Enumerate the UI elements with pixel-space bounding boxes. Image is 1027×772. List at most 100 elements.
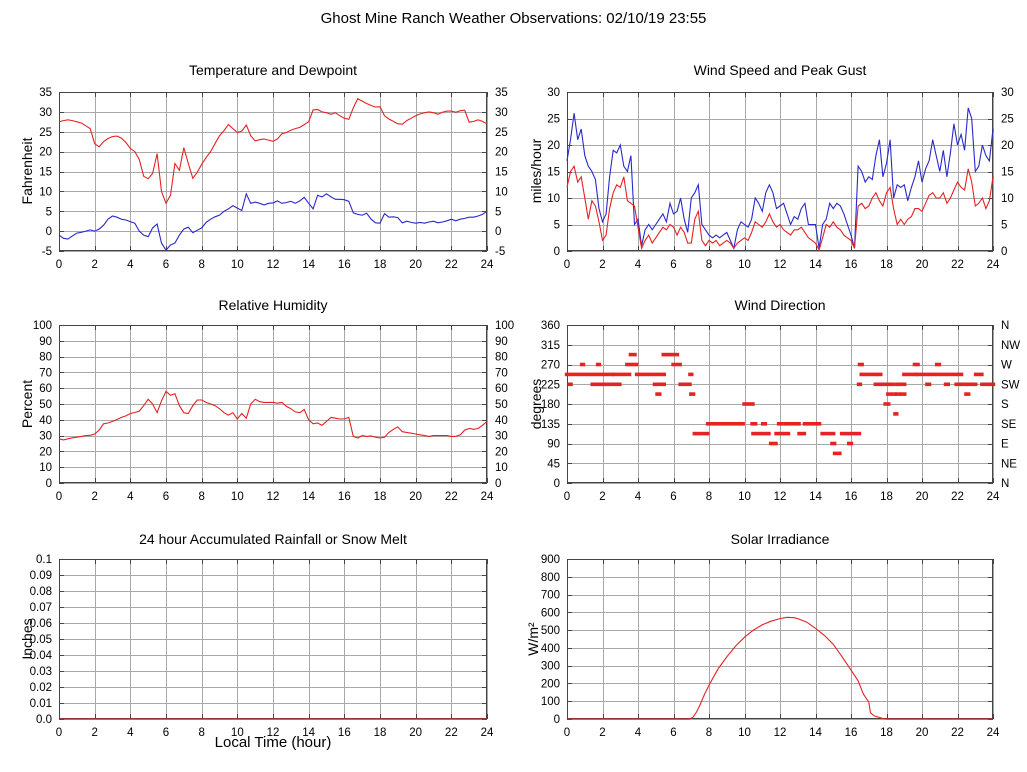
svg-text:270: 270 — [541, 360, 560, 372]
plot-temperature-dewpoint: 0 2 4 6 8 10 12 14 16 18 20 22 24-505101520253035-50… — [39, 87, 508, 271]
svg-text:18: 18 — [374, 727, 387, 739]
svg-text:30: 30 — [39, 431, 52, 443]
plot-wind-speed-gust: 0 2 4 6 8 10 12 14 16 18 20 22 240510152025300510152… — [547, 87, 1014, 271]
page-title: Ghost Mine Ranch Weather Observations: 0… — [320, 10, 707, 27]
svg-text:700: 700 — [541, 590, 560, 602]
svg-text:0: 0 — [56, 727, 62, 739]
svg-text:22: 22 — [951, 727, 964, 739]
svg-text:0: 0 — [554, 478, 560, 490]
svg-text:22: 22 — [951, 491, 964, 503]
svg-text:0: 0 — [495, 226, 501, 238]
chart-title-temperature-dewpoint: Temperature and Dewpoint — [188, 62, 358, 78]
svg-text:70: 70 — [495, 367, 508, 379]
svg-text:4: 4 — [127, 491, 134, 503]
svg-text:0.02: 0.02 — [30, 682, 52, 694]
svg-text:0: 0 — [554, 246, 560, 258]
svg-text:8: 8 — [198, 491, 204, 503]
svg-text:20: 20 — [916, 491, 929, 503]
svg-text:0.1: 0.1 — [36, 554, 52, 566]
svg-text:22: 22 — [445, 727, 458, 739]
svg-text:15: 15 — [39, 167, 52, 179]
plot-relative-humidity: 0 2 4 6 8 10 12 14 16 18 20 22 240102030405060708090… — [33, 320, 514, 503]
svg-text:18: 18 — [374, 259, 387, 271]
svg-text:14: 14 — [809, 727, 822, 739]
svg-text:16: 16 — [845, 491, 858, 503]
svg-text:5: 5 — [1001, 220, 1007, 232]
svg-text:30: 30 — [495, 107, 508, 119]
svg-text:6: 6 — [163, 727, 169, 739]
svg-text:40: 40 — [39, 415, 52, 427]
svg-text:24: 24 — [987, 727, 1000, 739]
svg-text:NW: NW — [1001, 340, 1020, 352]
svg-text:0.07: 0.07 — [30, 602, 52, 614]
svg-text:2: 2 — [599, 259, 605, 271]
svg-text:6: 6 — [670, 491, 676, 503]
svg-text:15: 15 — [495, 167, 508, 179]
svg-text:0: 0 — [56, 259, 62, 271]
svg-text:200: 200 — [541, 678, 560, 690]
svg-text:0.06: 0.06 — [30, 618, 52, 630]
svg-text:25: 25 — [1001, 114, 1014, 126]
svg-text:16: 16 — [338, 727, 351, 739]
svg-text:600: 600 — [541, 607, 560, 619]
svg-text:30: 30 — [1001, 87, 1014, 99]
svg-text:24: 24 — [481, 491, 494, 503]
chart-title-relative-humidity: Relative Humidity — [218, 297, 328, 313]
svg-text:6: 6 — [670, 727, 676, 739]
svg-text:2: 2 — [599, 727, 605, 739]
svg-text:0: 0 — [554, 714, 560, 726]
svg-text:20: 20 — [916, 259, 929, 271]
svg-text:800: 800 — [541, 572, 560, 584]
svg-text:SW: SW — [1001, 379, 1020, 391]
svg-text:S: S — [1001, 399, 1009, 411]
svg-text:10: 10 — [738, 727, 751, 739]
svg-text:12: 12 — [774, 491, 787, 503]
svg-text:12: 12 — [774, 259, 787, 271]
svg-text:2: 2 — [91, 727, 97, 739]
svg-text:16: 16 — [338, 491, 351, 503]
svg-text:0: 0 — [564, 491, 570, 503]
plot-wind-direction: 0 2 4 6 8 10 12 14 16 18 20 22 240459013518022527031… — [541, 320, 1020, 503]
svg-text:135: 135 — [541, 419, 560, 431]
svg-text:500: 500 — [541, 625, 560, 637]
svg-text:12: 12 — [774, 727, 787, 739]
svg-text:NE: NE — [1001, 458, 1017, 470]
svg-text:18: 18 — [880, 727, 893, 739]
svg-text:60: 60 — [39, 383, 52, 395]
svg-text:SE: SE — [1001, 419, 1017, 431]
svg-text:0: 0 — [564, 727, 570, 739]
svg-text:N: N — [1001, 478, 1009, 490]
svg-text:5: 5 — [495, 206, 501, 218]
svg-text:10: 10 — [495, 186, 508, 198]
svg-text:900: 900 — [541, 554, 560, 566]
svg-text:90: 90 — [39, 336, 52, 348]
svg-text:20: 20 — [409, 727, 422, 739]
svg-text:0.0: 0.0 — [36, 714, 52, 726]
plot-rainfall: 0 2 4 6 8 10 12 14 16 18 20 22 240.00.010.020.030.04… — [30, 554, 494, 739]
svg-text:0.09: 0.09 — [30, 570, 52, 582]
svg-text:10: 10 — [231, 727, 244, 739]
svg-text:90: 90 — [547, 439, 560, 451]
svg-text:N: N — [1001, 320, 1009, 332]
svg-text:18: 18 — [880, 491, 893, 503]
chart-title-rainfall: 24 hour Accumulated Rainfall or Snow Mel… — [139, 531, 407, 547]
svg-text:20: 20 — [409, 259, 422, 271]
svg-text:15: 15 — [547, 167, 560, 179]
svg-text:22: 22 — [445, 259, 458, 271]
svg-text:10: 10 — [39, 186, 52, 198]
svg-text:5: 5 — [46, 206, 52, 218]
svg-text:0.05: 0.05 — [30, 634, 52, 646]
svg-text:4: 4 — [635, 259, 642, 271]
svg-text:400: 400 — [541, 643, 560, 655]
svg-text:20: 20 — [39, 446, 52, 458]
svg-text:225: 225 — [541, 379, 560, 391]
svg-text:0.04: 0.04 — [30, 650, 53, 662]
svg-text:16: 16 — [845, 259, 858, 271]
svg-text:10: 10 — [39, 462, 52, 474]
svg-text:20: 20 — [1001, 140, 1014, 152]
svg-text:4: 4 — [127, 727, 134, 739]
svg-text:6: 6 — [163, 491, 169, 503]
svg-text:35: 35 — [495, 87, 508, 99]
svg-text:10: 10 — [231, 259, 244, 271]
svg-text:10: 10 — [738, 491, 751, 503]
